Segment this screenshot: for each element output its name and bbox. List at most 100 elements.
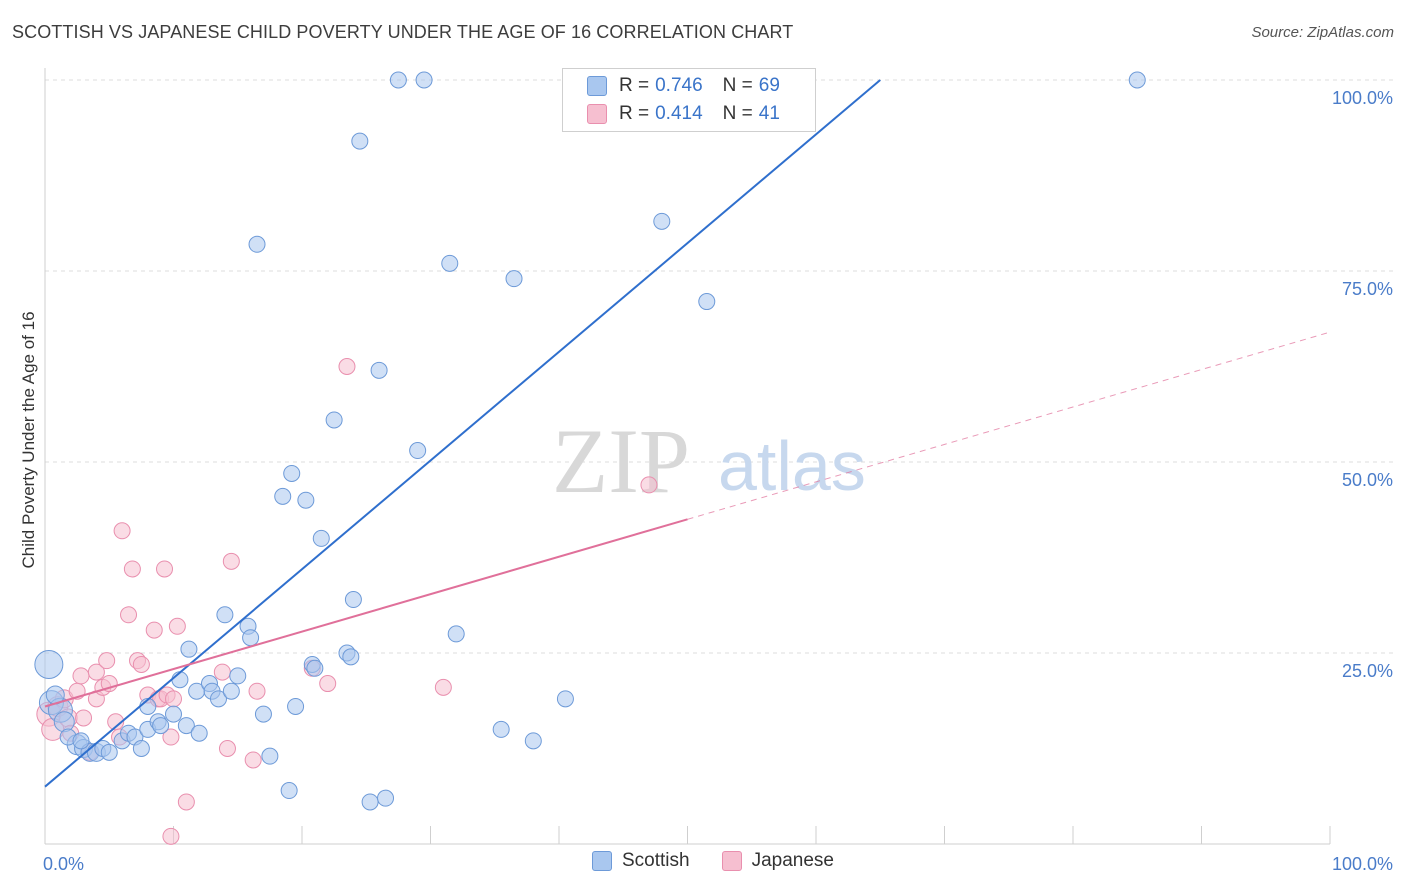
scottish-point [132, 740, 150, 757]
y-tick-label: 25.0% [1342, 661, 1393, 681]
trend-lines [44, 79, 1331, 788]
scottish-point [653, 212, 671, 230]
scottish-point [325, 411, 343, 429]
scottish-point [441, 254, 459, 272]
scottish-point [165, 705, 182, 723]
scottish-point [351, 132, 369, 150]
watermark: ZIP atlas [552, 410, 866, 512]
legend-item-scottish[interactable]: Scottish [592, 850, 690, 872]
watermark-zip: ZIP [552, 410, 690, 512]
scottish-n-value: 69 [758, 75, 780, 96]
scottish-point [229, 667, 247, 685]
japanese-point [113, 522, 131, 540]
scottish-point [377, 789, 395, 807]
japanese-point [244, 751, 262, 769]
legend-row-scottish: R = 0.746 N = 69 [587, 73, 780, 99]
japanese-point [338, 358, 356, 375]
scottish-point [287, 697, 305, 715]
japanese-point [213, 663, 231, 681]
scottish-point [248, 235, 266, 253]
japanese-point [165, 690, 182, 708]
scottish-series [34, 71, 1146, 811]
japanese-point [120, 606, 138, 624]
japanese-n-value: 41 [758, 103, 780, 124]
japanese-point [162, 728, 180, 746]
japanese-point [222, 552, 240, 570]
correlation-legend: R = 0.746 N = 69 R = 0.414 N = 41 [562, 68, 816, 132]
axes-layer [44, 68, 1331, 845]
scottish-point [297, 491, 315, 509]
x-tick-label: 100.0% [1332, 854, 1393, 874]
japanese-point [162, 827, 180, 845]
scottish-point [171, 671, 189, 689]
scottish-point [274, 487, 292, 505]
scottish-point [34, 649, 64, 679]
y-tick-label: 50.0% [1342, 470, 1393, 490]
scottish-point [306, 659, 324, 677]
legend-r-label: R = [619, 75, 650, 96]
scottish-point [312, 529, 330, 547]
grid-layer [45, 79, 1395, 654]
series-legend: Scottish Japanese [592, 850, 866, 872]
japanese-point [156, 560, 174, 578]
scottish-point [261, 747, 279, 765]
scottish-point [283, 464, 301, 482]
scottish-point [242, 629, 260, 647]
japanese-point [87, 663, 105, 681]
japanese-point [168, 617, 186, 635]
scottish-point [209, 690, 227, 708]
japanese-point [98, 652, 116, 670]
scottish-point [1128, 71, 1146, 89]
scottish-point [190, 724, 208, 742]
japanese-r-value: 0.414 [655, 103, 703, 124]
scottish-point [280, 782, 298, 800]
y-tick-label: 75.0% [1342, 279, 1393, 299]
scottish-point [222, 682, 240, 700]
scottish-point [389, 71, 407, 89]
scottish-point [216, 606, 234, 624]
scottish-r-value: 0.746 [655, 75, 703, 96]
scottish-point [698, 293, 716, 311]
legend-japanese-label: Japanese [751, 850, 834, 871]
scottish-legend-swatch-icon [592, 851, 612, 871]
scottish-point [447, 625, 465, 643]
japanese-point [145, 621, 163, 639]
scottish-point [254, 705, 272, 723]
scottish-point [152, 717, 170, 735]
y-tick-label: 100.0% [1332, 88, 1393, 108]
scottish-point [409, 442, 427, 460]
scottish-trend-line [44, 79, 881, 788]
scottish-point [415, 71, 433, 89]
scottish-point [492, 720, 510, 738]
japanese-point [218, 740, 236, 757]
japanese-point [177, 793, 195, 811]
scottish-point [177, 717, 195, 735]
scottish-point [344, 591, 362, 609]
tick-labels: 25.0% 50.0% 75.0% 100.0% 0.0% 100.0% [43, 88, 1393, 874]
scottish-point [180, 640, 198, 658]
legend-n-label: N = [722, 103, 753, 124]
japanese-swatch-icon [587, 104, 607, 124]
scottish-point [100, 743, 118, 761]
japanese-point [123, 560, 141, 578]
scottish-point [72, 732, 90, 750]
japanese-series [36, 358, 658, 845]
japanese-legend-swatch-icon [721, 851, 742, 871]
scottish-point [505, 270, 523, 288]
japanese-point [248, 682, 266, 700]
legend-row-japanese: R = 0.414 N = 41 [587, 101, 780, 127]
japanese-trend-extension [687, 331, 1331, 520]
scottish-point [53, 711, 75, 733]
scottish-point [342, 648, 360, 666]
legend-item-japanese[interactable]: Japanese [721, 850, 834, 872]
legend-scottish-label: Scottish [622, 850, 690, 871]
legend-r-label: R = [619, 103, 650, 124]
chart-source: Source: ZipAtlas.com [1251, 24, 1394, 41]
chart-title: SCOTTISH VS JAPANESE CHILD POVERTY UNDER… [12, 22, 794, 42]
japanese-point [434, 678, 452, 696]
scottish-point [524, 732, 542, 750]
japanese-point [319, 675, 337, 693]
scottish-point [361, 793, 379, 811]
japanese-point [132, 655, 150, 673]
